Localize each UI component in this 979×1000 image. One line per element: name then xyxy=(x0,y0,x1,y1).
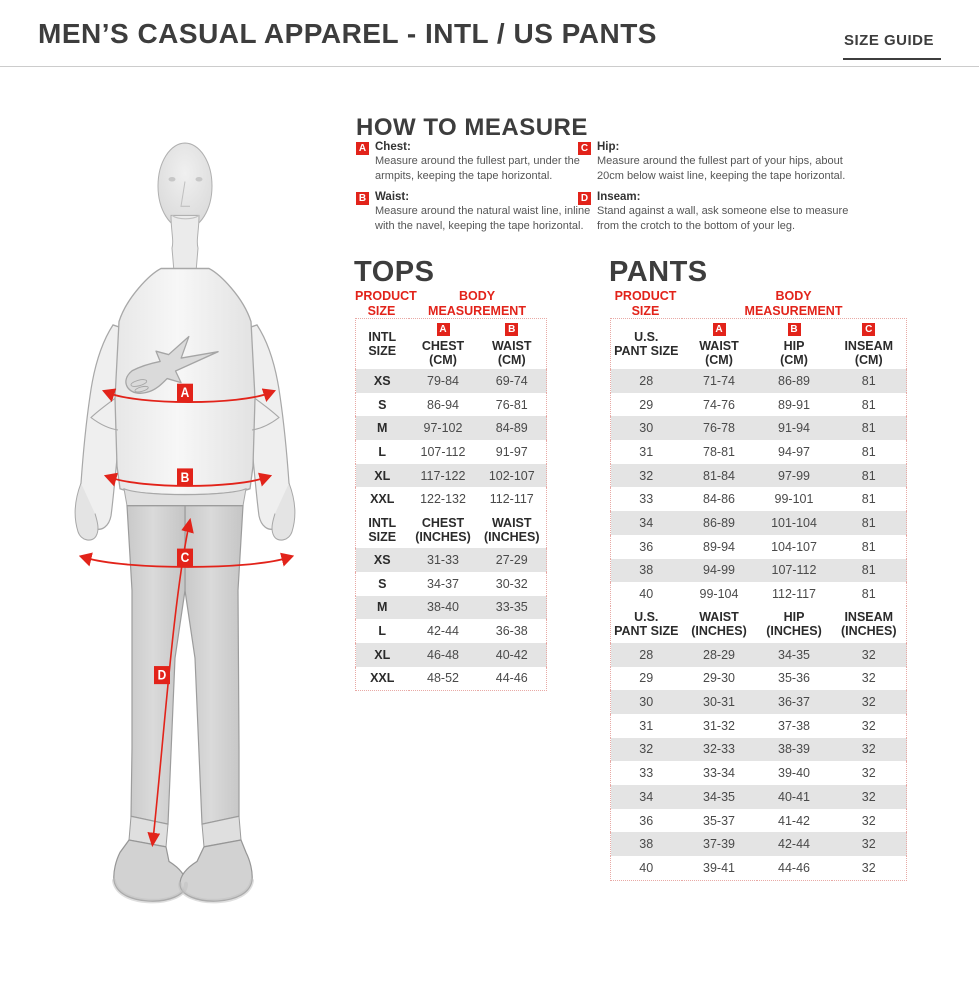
svg-text:C: C xyxy=(181,549,190,565)
svg-text:B: B xyxy=(181,469,190,485)
svg-text:A: A xyxy=(181,385,190,401)
svg-text:D: D xyxy=(158,667,167,683)
